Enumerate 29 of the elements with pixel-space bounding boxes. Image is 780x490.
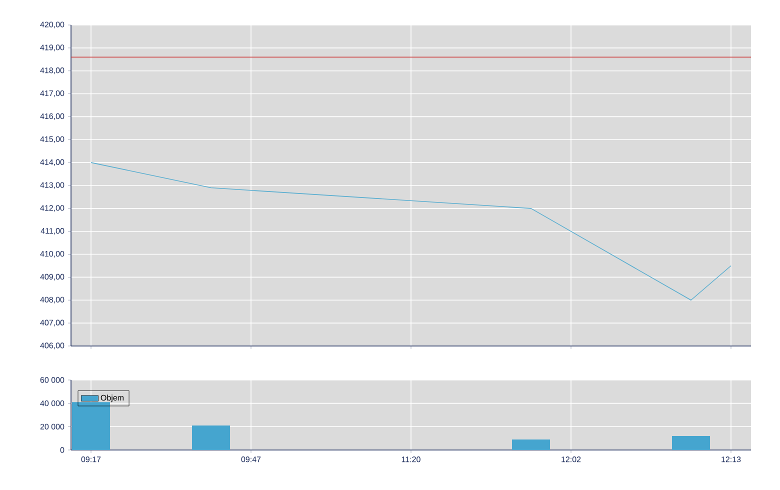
y-tick-label: 417,00 [40, 90, 64, 98]
y-tick-label: 413,00 [40, 182, 64, 189]
y-tick-label: 40 000 [40, 400, 64, 406]
bar [192, 425, 230, 450]
x-tick-label: 09:17 [81, 456, 101, 462]
x-tick-label: 11:20 [402, 456, 420, 462]
y-tick-label: 415,00 [40, 136, 64, 143]
y-tick-label: 409,00 [40, 274, 64, 281]
x-tick-label: 09:47 [241, 456, 261, 462]
x-tick-label: 12:13 [722, 456, 741, 462]
y-tick-label: 408,00 [40, 296, 64, 304]
y-tick-label: 406,00 [40, 342, 64, 350]
y-tick-label: 407,00 [40, 320, 64, 326]
y-tick-label: 418,00 [40, 68, 64, 74]
y-tick-label: 410,00 [40, 250, 64, 258]
bar [672, 436, 710, 450]
y-tick-label: 20 000 [40, 424, 64, 430]
y-tick-label: 419,00 [40, 44, 64, 52]
y-tick-label: 0 [60, 447, 64, 453]
y-tick-label: 414,00 [40, 159, 64, 166]
line-series [90, 162, 732, 301]
x-tick-label: 12:02 [562, 456, 581, 462]
y-tick-label: 60 000 [40, 377, 64, 383]
y-tick-label: 416,00 [40, 113, 64, 120]
y-tick-label: 420,00 [40, 22, 64, 28]
legend-label: Objem [100, 394, 124, 402]
y-tick-label: 411,00 [40, 228, 64, 235]
bar [512, 439, 550, 450]
y-tick-label: 412,00 [40, 205, 64, 212]
